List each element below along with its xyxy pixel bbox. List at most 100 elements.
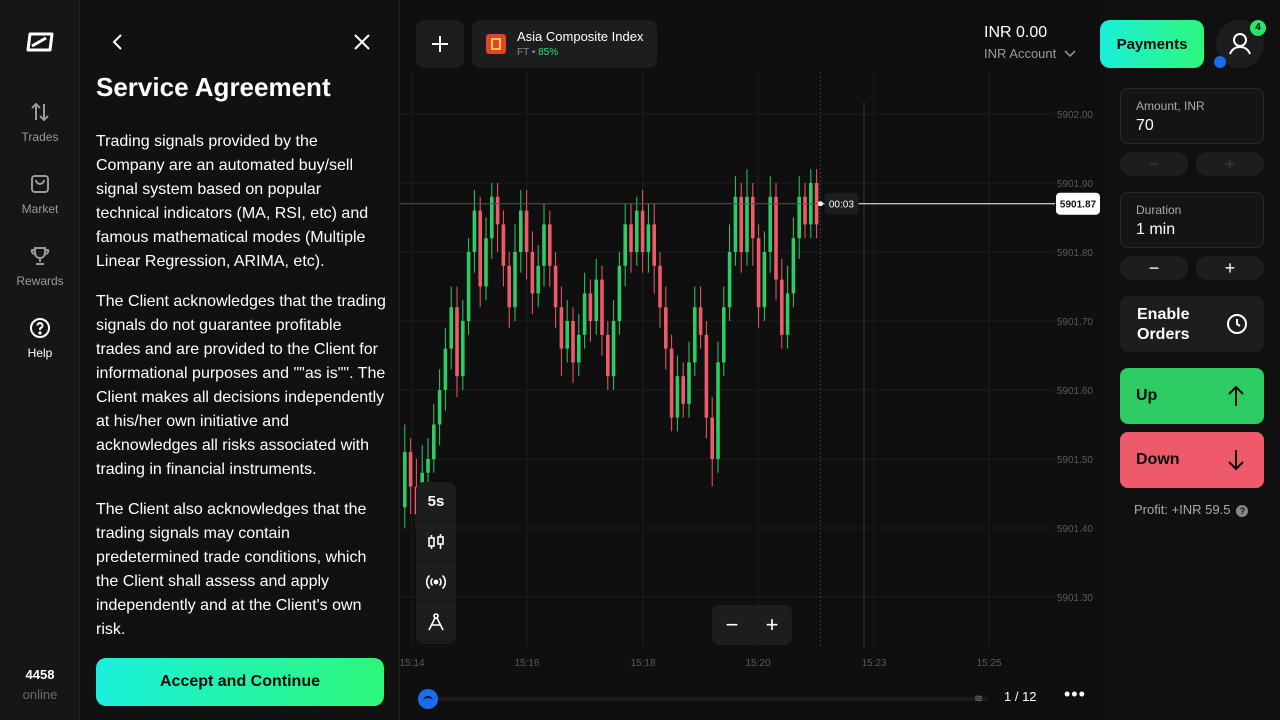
candle-body (745, 196, 749, 252)
page-title: Service Agreement (96, 72, 331, 102)
up-button[interactable]: Up (1120, 368, 1264, 424)
candle-body (611, 321, 616, 377)
candle-body (623, 224, 627, 266)
plus-icon (432, 36, 448, 52)
balance-amount: INR 0.00 (984, 24, 1048, 41)
timeline-handle[interactable] (418, 689, 438, 709)
nav-item-trades[interactable]: Trades (0, 100, 80, 160)
asset-selector[interactable]: Asia Composite Index FT • 85% (472, 20, 657, 68)
duration-increase-button[interactable]: + (1196, 256, 1264, 280)
candle-body (797, 196, 801, 239)
down-button[interactable]: Down (1120, 432, 1264, 488)
candle-body (646, 224, 651, 252)
candle-body (762, 252, 767, 308)
candle-body (466, 252, 471, 321)
add-asset-button[interactable] (416, 20, 464, 68)
candle-body (716, 362, 720, 459)
candle-body (472, 210, 477, 252)
chart-area[interactable]: Asia Composite Index FT • 85% 15:14 15:16… (400, 0, 1105, 720)
candle-body (426, 459, 430, 473)
profile-avatar[interactable]: 4 (1214, 20, 1266, 68)
amount-decrease-button[interactable]: − (1120, 152, 1188, 176)
service-agreement-panel: Service Agreement Trading signals provid… (80, 0, 400, 720)
candle-body (484, 238, 488, 287)
profit-label: Profit: +INR 59.5 (1134, 502, 1231, 517)
candle-body (490, 196, 494, 239)
timeline-scrollbar[interactable] (428, 697, 988, 701)
price-chart[interactable]: 15:14 15:16 15:18 15:20 15:23 15:25 5902.00 590… (400, 72, 1105, 672)
candle-body (582, 293, 587, 335)
interval-button[interactable]: 5s (416, 482, 456, 522)
candle-body (548, 224, 552, 266)
candle-body (751, 196, 755, 239)
candle-body (693, 307, 697, 363)
more-options-icon[interactable]: ••• (1064, 684, 1086, 704)
close-icon[interactable] (350, 30, 374, 54)
x-tick-label: 15:23 (861, 658, 886, 669)
candle-body (698, 307, 703, 335)
candle-body (530, 252, 535, 294)
agreement-paragraph: Trading signals provided by the Company … (96, 133, 369, 270)
candle-body (675, 376, 680, 418)
history-icon[interactable]: ≋ (974, 693, 984, 705)
online-label: online (22, 687, 58, 702)
help-icon (30, 318, 50, 338)
candle-body (559, 307, 564, 349)
account-label: INR Account (984, 46, 1057, 61)
current-price-dot (817, 201, 823, 207)
nav-item-market[interactable]: Market (0, 172, 80, 232)
arrows-updown-icon (31, 102, 49, 122)
timeline-pager: 1 / 12 (1004, 689, 1037, 704)
accept-continue-button[interactable]: Accept and Continue (96, 658, 384, 706)
duration-field[interactable]: Duration 1 min (1120, 192, 1264, 248)
account-balance[interactable]: INR 0.00 INR Account (984, 24, 1076, 61)
account-type: INR Account (984, 46, 1076, 61)
enable-orders-line1: Enable (1137, 306, 1190, 323)
agreement-paragraph: The Client also acknowledges that the tr… (96, 501, 367, 638)
candle-body (756, 238, 761, 308)
amount-field[interactable]: Amount, INR 70 (1120, 88, 1264, 144)
signals-button[interactable] (416, 562, 456, 602)
candle-body (495, 196, 500, 225)
payments-button[interactable]: Payments (1100, 20, 1204, 68)
countdown-label: 00:03 (829, 200, 854, 211)
candle-body (704, 334, 709, 418)
candle-body (722, 307, 726, 363)
candle-body (606, 334, 610, 377)
nav-item-help[interactable]: Help (0, 316, 80, 376)
amount-increase-button[interactable]: + (1196, 152, 1264, 176)
candle-body (780, 279, 784, 335)
notification-badge: 4 (1250, 20, 1266, 36)
candle-body (774, 196, 778, 280)
nav-item-rewards[interactable]: Rewards (0, 244, 80, 304)
candle-body (553, 265, 558, 308)
candle-body (513, 252, 517, 308)
enable-orders-button[interactable]: Enable Orders (1120, 296, 1264, 352)
brand-logo-icon[interactable] (24, 32, 56, 52)
candle-body (519, 210, 523, 252)
enable-orders-line2: Orders (1137, 326, 1190, 343)
candle-body (681, 376, 685, 404)
candle-body (785, 293, 790, 335)
zoom-controls: − + (712, 605, 792, 645)
duration-decrease-button[interactable]: − (1120, 256, 1188, 280)
nav-item-label: Help (27, 346, 53, 360)
back-icon[interactable] (106, 30, 130, 54)
down-label: Down (1136, 451, 1180, 468)
candle-body (524, 210, 529, 252)
nav-item-label: Market (21, 202, 59, 216)
question-icon[interactable]: ? (1236, 505, 1249, 517)
candle-body (687, 362, 691, 404)
drawing-tools-button[interactable] (416, 602, 456, 642)
level-icon (1214, 56, 1226, 68)
y-tick-label: 5901.90 (1057, 179, 1094, 190)
candle-body (629, 224, 633, 252)
trophy-icon (30, 247, 50, 265)
arrow-up-icon (1228, 385, 1244, 406)
zoom-out-button[interactable]: − (725, 612, 739, 637)
candle-body (669, 348, 674, 418)
chart-type-button[interactable] (416, 522, 456, 562)
asset-type: FT (517, 47, 530, 58)
zoom-in-button[interactable]: + (765, 612, 779, 637)
